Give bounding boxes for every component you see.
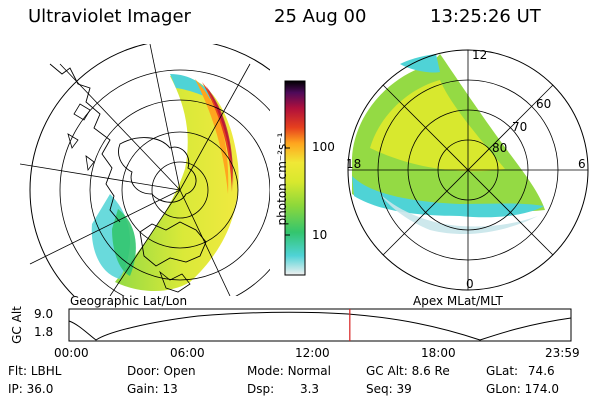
info-door: Door: Open xyxy=(127,364,196,378)
colorbar-tick-100: 100 xyxy=(312,140,335,154)
mlt-label-12: 12 xyxy=(472,48,488,62)
left-panel-label: Geographic Lat/Lon xyxy=(70,294,188,308)
info-glat: GLat: 74.6 xyxy=(486,364,555,378)
apex-polar-plot xyxy=(347,49,589,291)
mlt-label-18: 18 xyxy=(346,157,362,171)
title-instrument: Ultraviolet Imager xyxy=(28,6,191,27)
timeline-ylabel: GC Alt xyxy=(10,306,24,344)
timeline-xtick-2: 12:00 xyxy=(295,346,330,360)
info-ip: IP: 36.0 xyxy=(8,382,54,396)
timeline-ytick-high: 9.0 xyxy=(34,307,54,321)
mlt-label-6: 6 xyxy=(578,157,586,171)
lat-label-70: 70 xyxy=(512,120,528,134)
lat-label-60: 60 xyxy=(536,97,552,111)
altitude-curve xyxy=(68,311,572,341)
info-glon: GLon: 174.0 xyxy=(486,382,559,396)
timeline-xtick-4: 23:59 xyxy=(545,346,580,360)
timeline-xtick-1: 06:00 xyxy=(170,346,205,360)
colorbar-tick-10: 10 xyxy=(312,228,328,242)
timeline-plot xyxy=(68,308,572,342)
right-panel-label: Apex MLat/MLT xyxy=(413,294,503,308)
timeline-xtick-0: 00:00 xyxy=(54,346,89,360)
info-flt: Flt: LBHL xyxy=(8,364,62,378)
timeline-ytick-low: 1.8 xyxy=(34,325,54,339)
info-mode: Mode: Normal xyxy=(247,364,331,378)
info-dsp: Dsp: 3.3 xyxy=(247,382,320,396)
info-seq: Seq: 39 xyxy=(366,382,412,396)
info-gain: Gain: 13 xyxy=(127,382,178,396)
title-time: 13:25:26 UT xyxy=(430,6,541,27)
mlt-label-0: 0 xyxy=(466,277,474,291)
title-date: 25 Aug 00 xyxy=(274,6,367,27)
lat-label-80: 80 xyxy=(492,141,508,155)
info-gc-alt: GC Alt: 8.6 Re xyxy=(366,364,450,378)
timeline-xtick-3: 18:00 xyxy=(421,346,456,360)
colorbar-unit-label: photon cm⁻²s⁻¹ xyxy=(275,132,289,226)
geographic-map xyxy=(20,44,270,296)
colorbar xyxy=(284,80,306,276)
